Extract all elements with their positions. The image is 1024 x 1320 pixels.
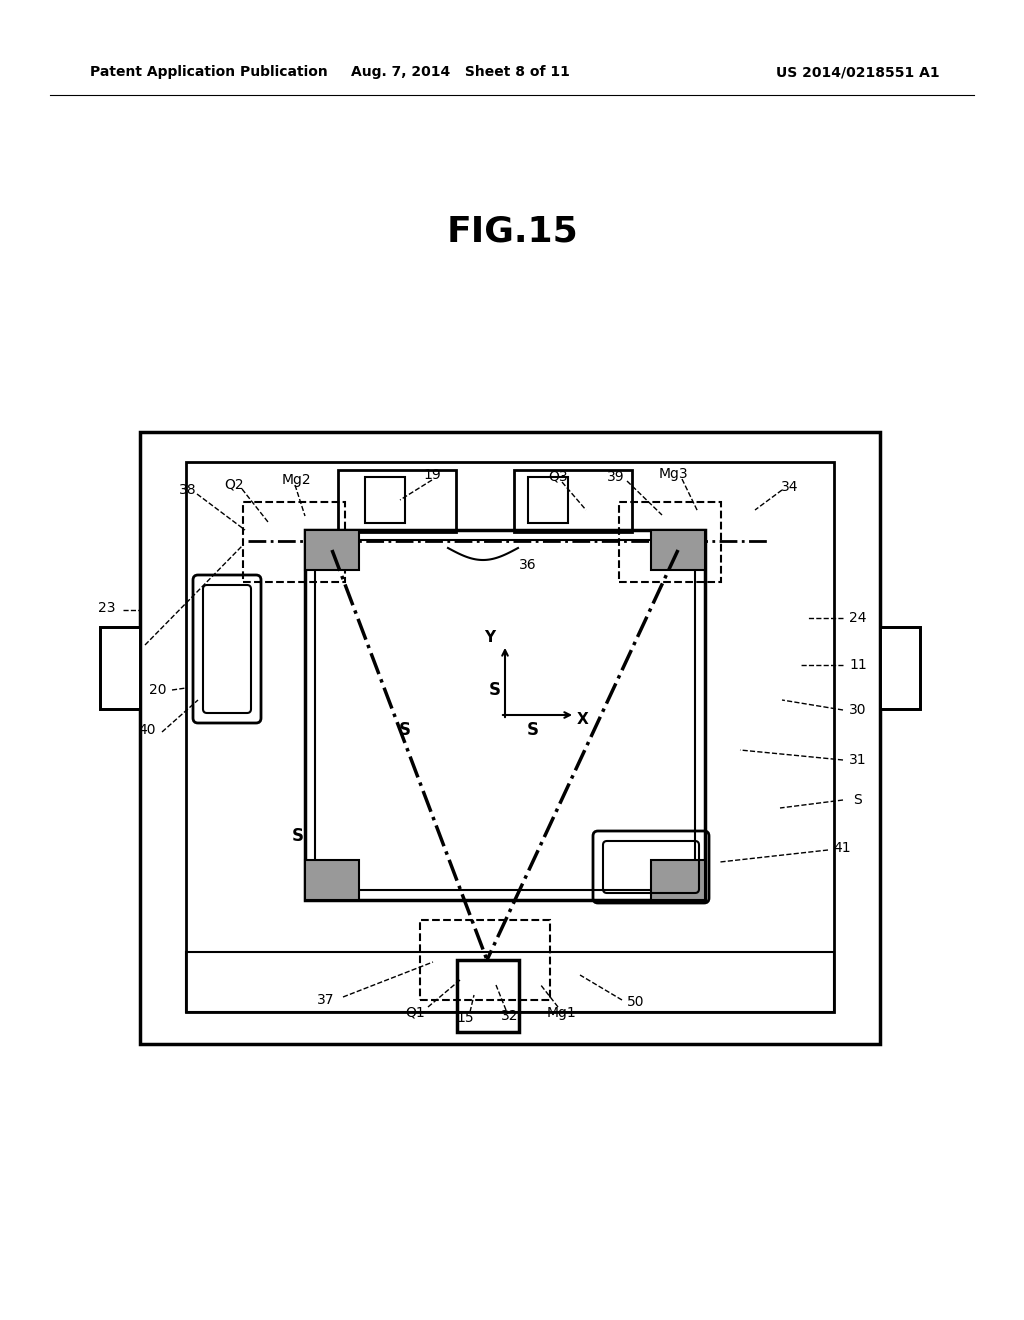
Bar: [365, 477, 406, 523]
Text: Q2: Q2: [224, 477, 244, 491]
Text: S: S: [292, 828, 304, 845]
Text: 41: 41: [834, 841, 851, 855]
Bar: [338, 470, 456, 532]
Text: 19: 19: [423, 469, 441, 482]
Text: Mg1: Mg1: [547, 1006, 577, 1020]
Text: S: S: [489, 681, 501, 700]
Bar: [651, 531, 705, 570]
Bar: [618, 502, 721, 582]
Text: 39: 39: [607, 470, 625, 484]
Bar: [305, 861, 359, 900]
Text: 24: 24: [849, 611, 866, 624]
Text: 36: 36: [519, 558, 537, 572]
Bar: [186, 462, 834, 1012]
Text: Q1: Q1: [406, 1005, 425, 1019]
Text: 15: 15: [456, 1011, 474, 1026]
Bar: [880, 627, 920, 709]
Bar: [100, 627, 140, 709]
Bar: [651, 861, 705, 900]
Text: S: S: [399, 721, 411, 739]
Text: 23: 23: [98, 601, 116, 615]
Bar: [528, 477, 568, 523]
Text: Aug. 7, 2014   Sheet 8 of 11: Aug. 7, 2014 Sheet 8 of 11: [350, 65, 569, 79]
Text: 37: 37: [317, 993, 335, 1007]
Bar: [243, 502, 345, 582]
Text: FIG.15: FIG.15: [446, 215, 578, 249]
Bar: [305, 531, 705, 900]
Bar: [186, 952, 834, 1012]
Bar: [305, 531, 359, 570]
Text: 33: 33: [119, 638, 136, 652]
Text: 20: 20: [150, 682, 167, 697]
Text: Patent Application Publication: Patent Application Publication: [90, 65, 328, 79]
Text: Mg3: Mg3: [658, 467, 688, 480]
Text: Mg2: Mg2: [282, 473, 311, 487]
Text: S: S: [527, 721, 539, 739]
Bar: [140, 432, 880, 1044]
Bar: [457, 960, 519, 1032]
Text: 50: 50: [628, 995, 645, 1008]
Text: S: S: [854, 793, 862, 807]
Text: 30: 30: [849, 704, 866, 717]
Text: Q3: Q3: [548, 470, 568, 484]
Bar: [880, 627, 920, 709]
Text: US 2014/0218551 A1: US 2014/0218551 A1: [776, 65, 940, 79]
Text: 40: 40: [138, 723, 156, 737]
Text: 34: 34: [781, 480, 799, 494]
Text: 31: 31: [849, 752, 866, 767]
Bar: [100, 627, 140, 709]
Text: 11: 11: [849, 657, 867, 672]
Bar: [514, 470, 632, 532]
Text: 32: 32: [502, 1008, 519, 1023]
Bar: [315, 540, 695, 890]
Bar: [420, 920, 550, 1001]
Text: 38: 38: [179, 483, 197, 498]
Text: Y: Y: [484, 630, 496, 644]
Text: X: X: [578, 713, 589, 727]
